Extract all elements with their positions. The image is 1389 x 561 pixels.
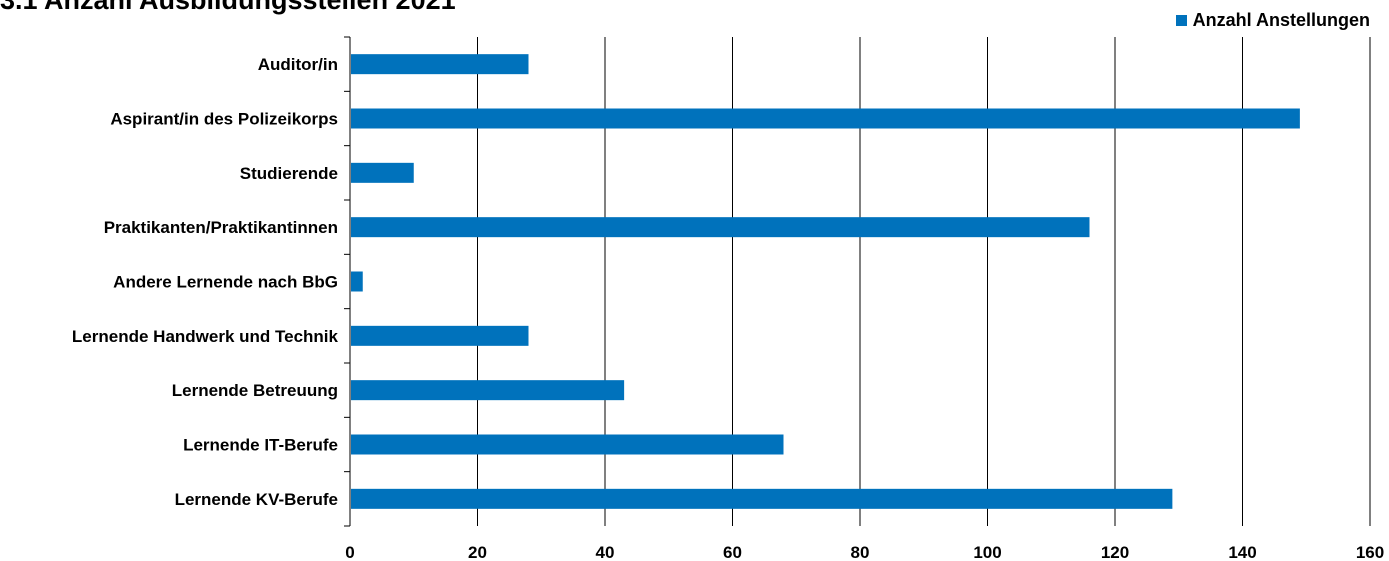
x-tick-label: 0 <box>345 543 354 561</box>
category-label: Studierende <box>240 164 338 183</box>
category-label: Praktikanten/Praktikantinnen <box>104 218 338 237</box>
category-label: Andere Lernende nach BbG <box>113 273 338 292</box>
x-tick-label: 60 <box>723 543 742 561</box>
x-tick-label: 120 <box>1101 543 1129 561</box>
category-label: Lernende IT-Berufe <box>183 436 338 455</box>
bar <box>351 380 625 401</box>
category-labels: Auditor/in Aspirant/in des Polizeikorps St… <box>72 55 339 509</box>
category-label: Auditor/in <box>258 55 338 74</box>
bar <box>351 54 529 75</box>
x-tick-label: 20 <box>468 543 487 561</box>
x-tick-label: 160 <box>1356 543 1384 561</box>
category-label: Lernende Handwerk und Technik <box>72 327 339 346</box>
category-label: Lernende KV-Berufe <box>175 490 338 509</box>
bar <box>351 108 1300 129</box>
bar <box>351 271 363 292</box>
x-tick-label: 80 <box>851 543 870 561</box>
legend-swatch <box>1175 15 1187 26</box>
category-label: Aspirant/in des Polizeikorps <box>110 110 338 129</box>
category-axis <box>344 36 351 527</box>
value-tick-labels: 0 20 40 60 80 100 120 140 160 <box>345 543 1384 561</box>
bars <box>351 54 1300 509</box>
x-tick-label: 140 <box>1228 543 1256 561</box>
x-tick-label: 40 <box>596 543 615 561</box>
bar <box>351 217 1090 238</box>
bar <box>351 488 1173 509</box>
legend-label: Anzahl Anstellungen <box>1192 10 1370 30</box>
bar <box>351 325 529 346</box>
x-tick-label: 100 <box>973 543 1001 561</box>
chart-title: 3.1 Anzahl Ausbildungsstellen 2021 <box>0 0 456 15</box>
bar <box>351 434 784 455</box>
chart-legend: Anzahl Anstellungen <box>1175 10 1370 31</box>
category-label: Lernende Betreuung <box>172 381 338 400</box>
bar <box>351 162 414 183</box>
